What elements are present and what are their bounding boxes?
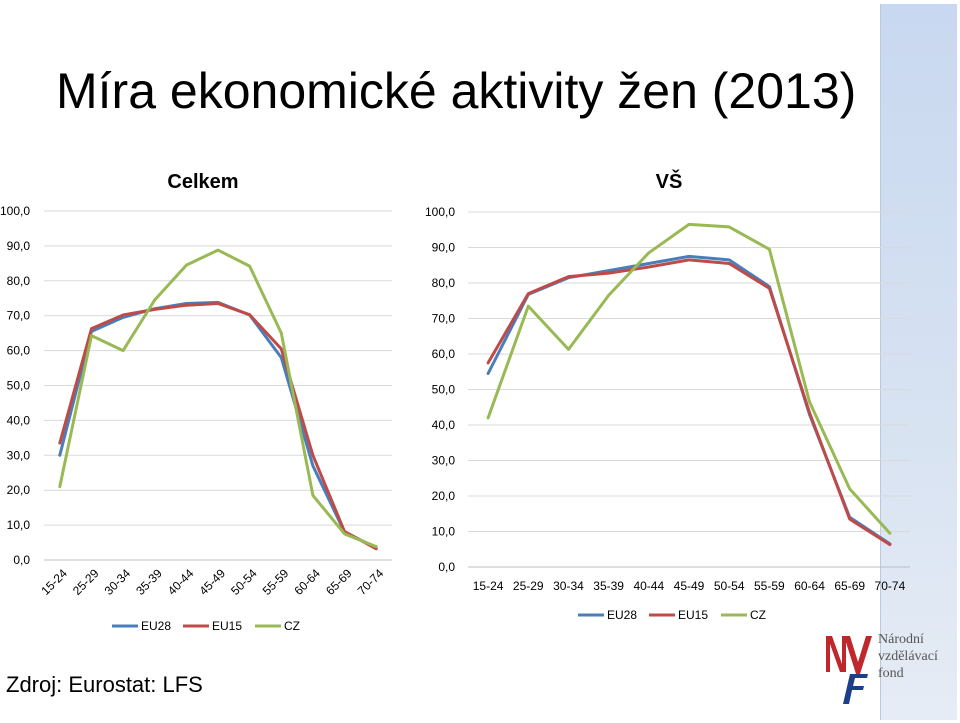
x-tick-label: 15-24 [473,579,504,593]
y-tick-label: 70,0 [7,309,31,323]
x-tick-label: 50-54 [228,566,260,598]
x-tick-label: 60-64 [291,566,323,598]
x-tick-label: 25-29 [513,579,544,593]
y-tick-label: 40,0 [7,413,31,427]
x-tick-label: 55-59 [754,579,785,593]
y-tick-label: 90,0 [432,241,456,255]
series-line-eu28 [486,254,892,546]
x-tick-label: 70-74 [355,566,387,598]
y-tick-label: 40,0 [432,418,456,432]
x-tick-label: 65-69 [323,566,355,598]
y-tick-label: 20,0 [7,483,31,497]
series-line-eu15 [58,302,378,551]
x-tick-label: 45-49 [674,579,705,593]
y-tick-label: 0,0 [13,553,30,567]
x-tick-label: 55-59 [260,566,292,598]
logo-text-line: Národní [878,632,924,647]
y-tick-label: 50,0 [7,379,31,393]
y-tick-label: 100,0 [425,205,455,219]
nvf-logo-text: Národní vzdělávací fond [878,631,938,682]
logo-text-line: vzdělávací [878,649,938,664]
y-tick-label: 10,0 [432,525,456,539]
y-tick-label: 0,0 [438,560,455,574]
y-tick-label: 100,0 [0,204,30,218]
series-line-cz [486,222,892,535]
y-tick-label: 30,0 [7,448,31,462]
y-tick-label: 80,0 [7,274,31,288]
x-tick-label: 70-74 [875,579,906,593]
y-tick-label: 60,0 [7,344,31,358]
source-note: Zdroj: Eurostat: LFS [6,672,203,697]
nvf-logo-mark [826,636,872,704]
chart-title: Celkem [167,171,238,193]
y-tick-label: 30,0 [432,454,456,468]
legend-label: EU28 [607,608,637,622]
y-tick-label: 90,0 [7,239,31,253]
x-tick-label: 60-64 [794,579,825,593]
y-tick-label: 60,0 [432,347,456,361]
series-line-eu28 [58,300,378,550]
y-tick-label: 80,0 [432,276,456,290]
x-tick-label: 65-69 [834,579,865,593]
x-tick-label: 40-44 [633,579,664,593]
chart-title: VŠ [656,169,683,193]
x-tick-label: 45-49 [197,566,229,598]
x-tick-label: 30-34 [102,566,134,598]
x-tick-label: 35-39 [593,579,624,593]
legend-label: EU15 [212,619,242,633]
series-line-eu15 [486,258,892,547]
legend-label: CZ [284,619,300,633]
x-tick-label: 30-34 [553,579,584,593]
y-tick-label: 10,0 [7,518,31,532]
y-tick-label: 20,0 [432,489,456,503]
decorative-side-bar [880,4,957,720]
chart-1: Celkem 0,0 10,0 20,0 30,0 40,0 50,0 60,0 70,0 80,… [0,171,392,633]
y-tick-label: 50,0 [432,383,456,397]
legend-label: EU28 [141,619,171,633]
x-tick-label: 50-54 [714,579,745,593]
series-line-cz [58,248,378,549]
logo-text-line: fond [878,666,904,681]
x-tick-label: 35-39 [133,566,165,598]
y-tick-label: 70,0 [432,312,456,326]
chart-2: VŠ 0,0 10,0 20,0 30,0 40,0 50,0 60,0 70,0 80,0 90,… [425,169,910,622]
x-tick-label: 25-29 [70,566,102,598]
x-tick-label: 15-24 [38,566,70,598]
nvf-logo [826,636,872,704]
page-title: Míra ekonomické aktivity žen (2013) [56,63,857,119]
x-tick-label: 40-44 [165,566,197,598]
legend-label: EU15 [678,608,708,622]
legend-label: CZ [750,608,766,622]
